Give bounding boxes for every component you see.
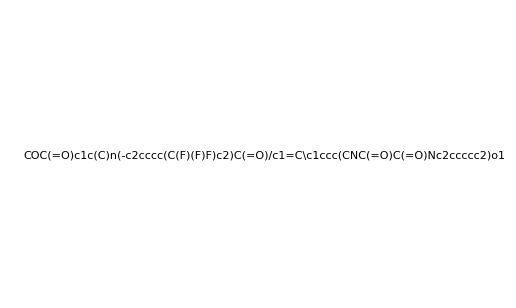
Text: COC(=O)c1c(C)n(-c2cccc(C(F)(F)F)c2)C(=O)/c1=C\c1ccc(CNC(=O)C(=O)Nc2ccccc2)o1: COC(=O)c1c(C)n(-c2cccc(C(F)(F)F)c2)C(=O)… — [23, 151, 506, 160]
